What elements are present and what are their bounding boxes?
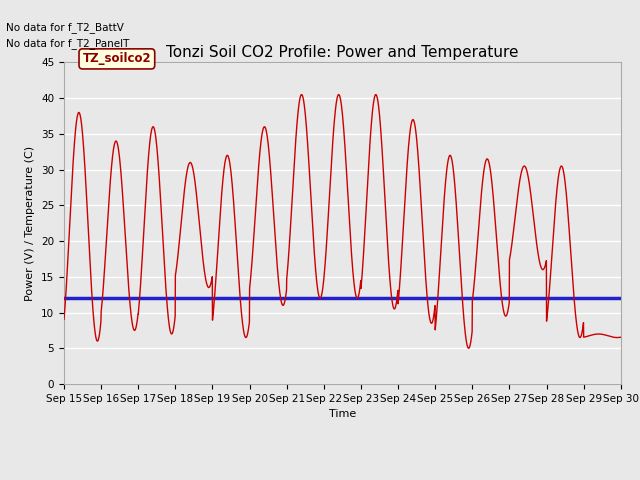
X-axis label: Time: Time: [329, 409, 356, 419]
Title: Tonzi Soil CO2 Profile: Power and Temperature: Tonzi Soil CO2 Profile: Power and Temper…: [166, 45, 518, 60]
Text: TZ_soilco2: TZ_soilco2: [83, 52, 151, 65]
Y-axis label: Power (V) / Temperature (C): Power (V) / Temperature (C): [26, 145, 35, 301]
Text: No data for f_T2_PanelT: No data for f_T2_PanelT: [6, 38, 130, 49]
Text: No data for f_T2_BattV: No data for f_T2_BattV: [6, 22, 124, 33]
